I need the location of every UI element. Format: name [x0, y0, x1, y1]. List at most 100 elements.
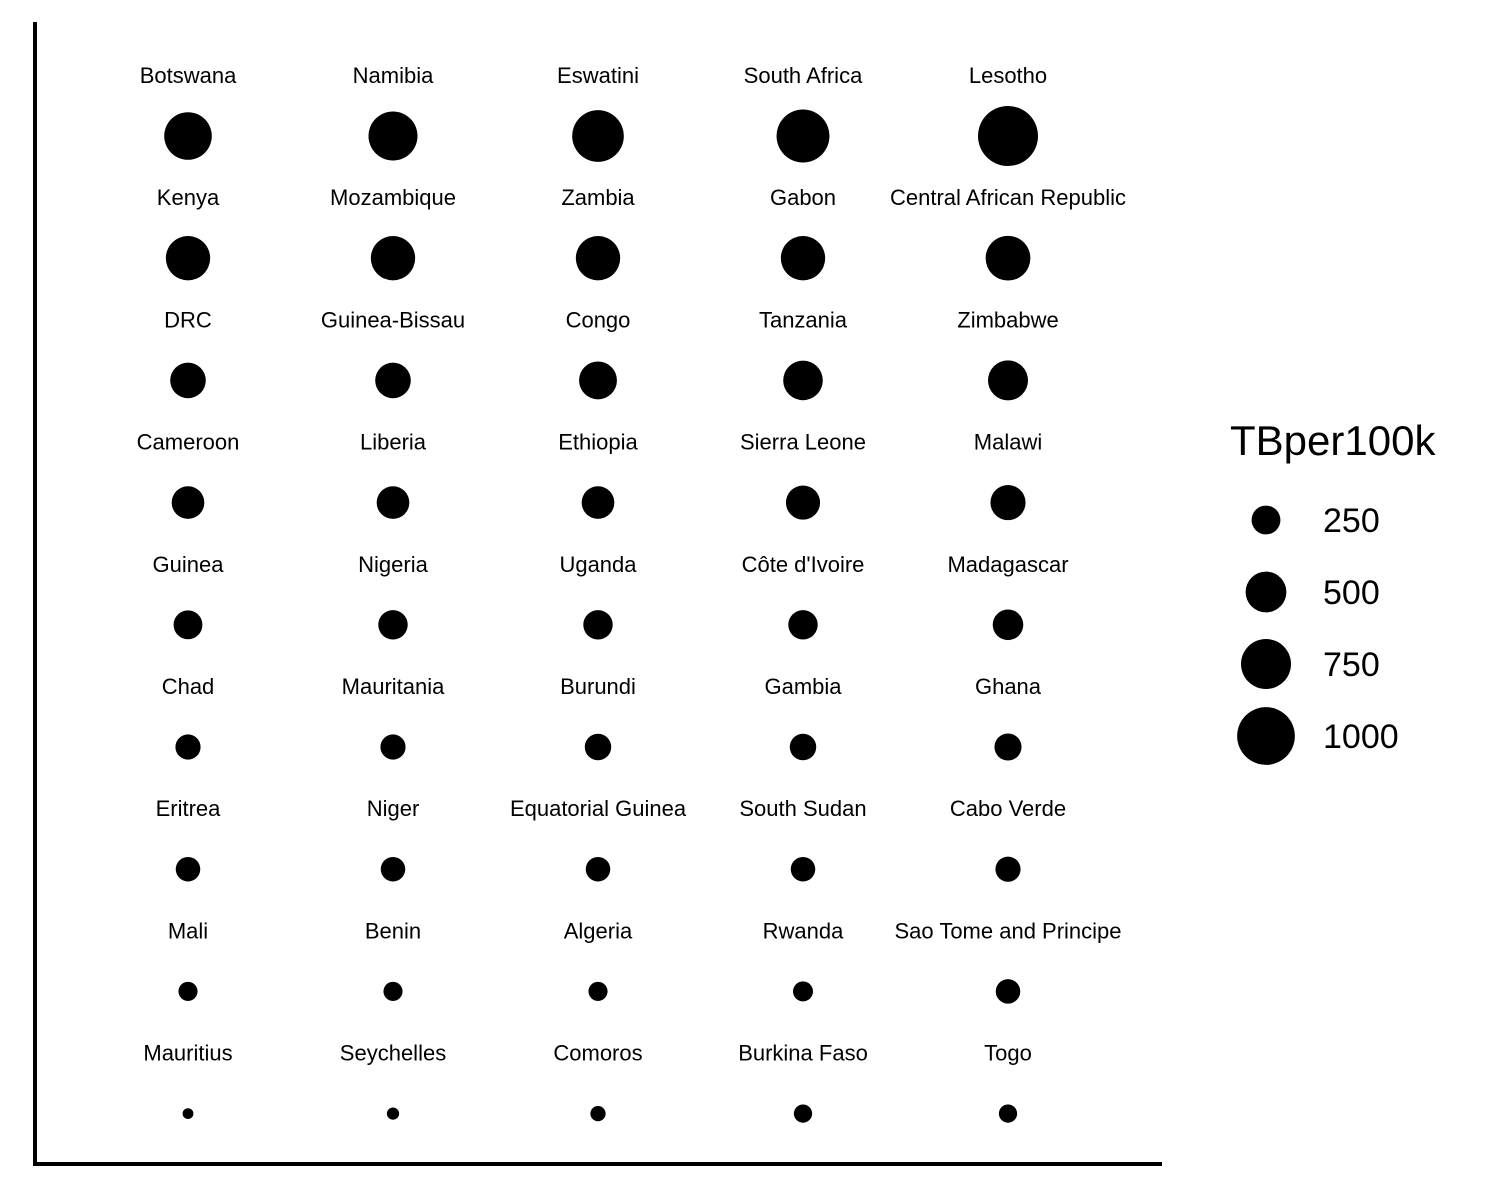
legend-label: 500 [1323, 574, 1380, 612]
country-label: Lesotho [969, 63, 1047, 88]
legend-entry: 500 [1245, 571, 1380, 613]
country-label: Niger [367, 796, 420, 821]
data-point [175, 856, 201, 882]
country-cell: Equatorial Guinea [510, 796, 687, 882]
country-label: Mozambique [330, 185, 456, 210]
data-point [995, 856, 1021, 882]
data-point [380, 856, 406, 882]
legend-entry: 750 [1241, 639, 1380, 689]
country-cell: Eritrea [156, 796, 221, 882]
data-point [386, 1107, 400, 1120]
data-point [383, 981, 403, 1001]
country-cell: Togo [984, 1041, 1032, 1123]
country-label: Burkina Faso [738, 1041, 868, 1066]
data-point [995, 979, 1021, 1004]
data-point [789, 733, 817, 761]
data-point [572, 110, 624, 162]
country-cell: Eswatini [557, 63, 639, 162]
country-cell: South Africa [744, 63, 863, 163]
legend-items: 250 500 750 1000 [1237, 502, 1399, 765]
data-point [978, 106, 1038, 166]
legend-swatch [1237, 707, 1295, 765]
country-cell: Central African Republic [890, 185, 1126, 281]
country-cell: Comoros [553, 1041, 643, 1122]
data-point [588, 981, 608, 1001]
country-cell: Lesotho [969, 63, 1047, 166]
country-label: Cameroon [137, 430, 240, 455]
data-point [783, 360, 823, 401]
country-label: Mali [168, 918, 208, 943]
country-label: Rwanda [763, 918, 844, 943]
country-label: Congo [566, 307, 631, 332]
country-cell: Niger [367, 796, 420, 882]
legend-swatch [1245, 571, 1287, 613]
country-label: Malawi [974, 430, 1042, 455]
data-point [994, 733, 1022, 761]
legend-entry: 1000 [1237, 707, 1399, 765]
data-point [992, 609, 1024, 641]
country-label: Equatorial Guinea [510, 796, 687, 821]
country-label: Seychelles [340, 1041, 446, 1066]
legend-label: 250 [1323, 502, 1380, 540]
country-label: Togo [984, 1041, 1032, 1066]
legend-swatch [1241, 639, 1291, 689]
country-cell: Liberia [360, 430, 427, 519]
data-point [584, 733, 612, 761]
country-cell: Sao Tome and Principe [894, 918, 1122, 1004]
country-label: Madagascar [947, 552, 1068, 577]
country-cell: Madagascar [947, 552, 1069, 641]
data-point [793, 1104, 813, 1123]
data-point [590, 1105, 606, 1122]
legend-swatch [1251, 505, 1281, 535]
country-label: Mauritius [143, 1041, 232, 1066]
country-cell: Zimbabwe [957, 307, 1059, 401]
data-point [164, 112, 212, 160]
country-cell: Mozambique [330, 185, 456, 281]
country-cell: Malawi [974, 430, 1042, 521]
data-point [375, 362, 411, 399]
country-label: Uganda [559, 552, 637, 577]
data-point [376, 486, 410, 519]
country-label: Sierra Leone [740, 430, 866, 455]
country-cell: Burundi [560, 674, 636, 761]
country-label: Guinea [153, 552, 225, 577]
data-point [178, 981, 198, 1001]
country-label: Botswana [140, 63, 237, 88]
country-label: Algeria [564, 918, 633, 943]
country-label: Gabon [770, 185, 836, 210]
axes [33, 22, 1162, 1166]
country-label: Cabo Verde [950, 796, 1066, 821]
country-cell: Kenya [157, 185, 220, 281]
country-cell: Namibia [353, 63, 434, 161]
country-label: Ghana [975, 674, 1042, 699]
data-point [378, 610, 408, 640]
country-cell: Congo [566, 307, 631, 400]
country-label: Zimbabwe [957, 307, 1058, 332]
country-label: Sao Tome and Principe [894, 918, 1121, 943]
country-cell: Gambia [764, 674, 842, 761]
country-label: South Africa [744, 63, 863, 88]
country-label: Eswatini [557, 63, 639, 88]
country-cell: DRC [164, 307, 212, 399]
country-label: Benin [365, 918, 421, 943]
legend-entry: 250 [1251, 502, 1380, 540]
country-cell: Algeria [564, 918, 633, 1001]
country-cell: Mali [168, 918, 208, 1001]
country-cell: Côte d'Ivoire [742, 552, 864, 640]
country-cell: Benin [365, 918, 421, 1001]
country-cell: Ghana [975, 674, 1042, 761]
country-label: Central African Republic [890, 185, 1126, 210]
country-label: Tanzania [759, 307, 848, 332]
data-point [175, 734, 201, 760]
country-cell: Zambia [561, 185, 635, 281]
data-point [581, 486, 615, 519]
country-label: Gambia [764, 674, 842, 699]
country-label: Kenya [157, 185, 220, 210]
country-cell: Cabo Verde [950, 796, 1066, 882]
legend: TBper100k 250 500 750 1000 [1230, 417, 1436, 765]
data-point [182, 1108, 194, 1119]
country-cell: Rwanda [763, 918, 844, 1002]
country-cell: Burkina Faso [738, 1041, 868, 1123]
legend-label: 1000 [1323, 718, 1399, 756]
country-cell: Cameroon [137, 430, 240, 519]
